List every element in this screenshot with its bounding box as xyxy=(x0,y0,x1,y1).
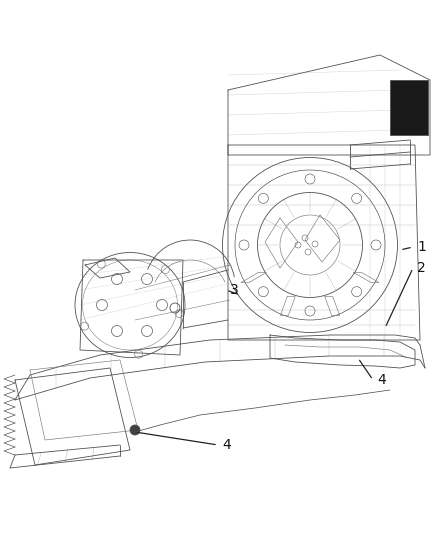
Bar xyxy=(390,80,428,135)
Text: 1: 1 xyxy=(417,240,426,254)
Text: 4: 4 xyxy=(222,438,231,452)
Text: 3: 3 xyxy=(230,283,239,297)
Circle shape xyxy=(130,425,140,435)
Text: 2: 2 xyxy=(417,261,426,275)
Text: 4: 4 xyxy=(377,373,386,387)
